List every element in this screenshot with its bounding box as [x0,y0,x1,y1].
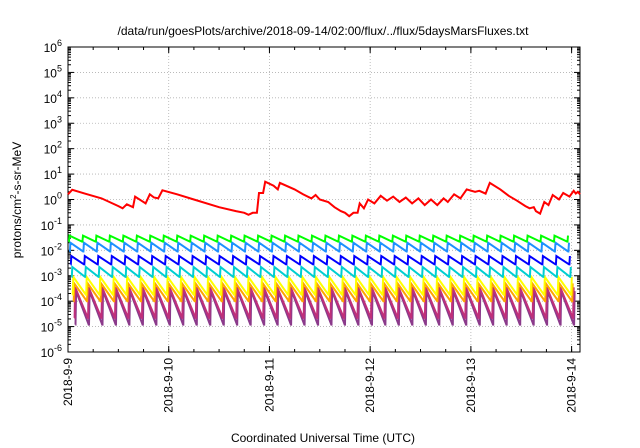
y-axis-label-main: protons/cm [10,199,24,258]
series-line [73,286,575,319]
series-line [70,265,572,278]
y-tick-label: 10-5 [41,318,62,335]
x-tick-label: 2018-9-10 [162,358,176,413]
y-tick-label: 104 [44,89,62,106]
chart-title: /data/run/goesPlots/archive/2018-09-14/0… [118,24,530,38]
y-tick-label: 106 [44,38,62,55]
y-axis-label-superscript: 2 [9,194,18,199]
y-axis: 10-6 10-5 10-4 10-3 10-2 10-1 100 101 102 103 104 1… [41,38,580,360]
y-tick-label: 10-4 [41,292,62,309]
series-line [69,254,571,266]
y-tick-label: 10-2 [41,241,62,258]
y-axis-label: protons/cm2-s-sr-MeV [9,142,24,258]
y-tick-label: 103 [44,114,62,131]
x-tick-label: 2018-9-11 [262,358,276,412]
series-line [74,290,576,326]
series-line [67,234,569,243]
y-tick-label: 10-1 [41,216,62,233]
x-axis: 2018-9-9 2018-9-10 2018-9-11 2018-9-12 2018-… [61,47,579,413]
series-line [68,240,570,253]
series-line [72,280,574,303]
y-tick-label: 105 [44,63,62,80]
x-tick-label: 2018-9-12 [363,358,377,413]
y-tick-label: 102 [44,140,62,157]
y-tick-label: 10-3 [41,267,62,284]
series-line [67,180,581,218]
x-tick-label: 2018-9-14 [565,358,579,413]
x-axis-label: Coordinated Universal Time (UTC) [231,431,415,445]
y-tick-label: 100 [44,191,62,208]
y-tick-label: 101 [44,165,62,182]
y-axis-label-suffix: -s-sr-MeV [10,142,24,195]
x-tick-label: 2018-9-9 [61,358,75,406]
y-tick-label: 10-6 [41,343,62,360]
x-tick-label: 2018-9-13 [464,358,478,413]
series-layer [67,180,581,326]
series-line [71,273,573,296]
